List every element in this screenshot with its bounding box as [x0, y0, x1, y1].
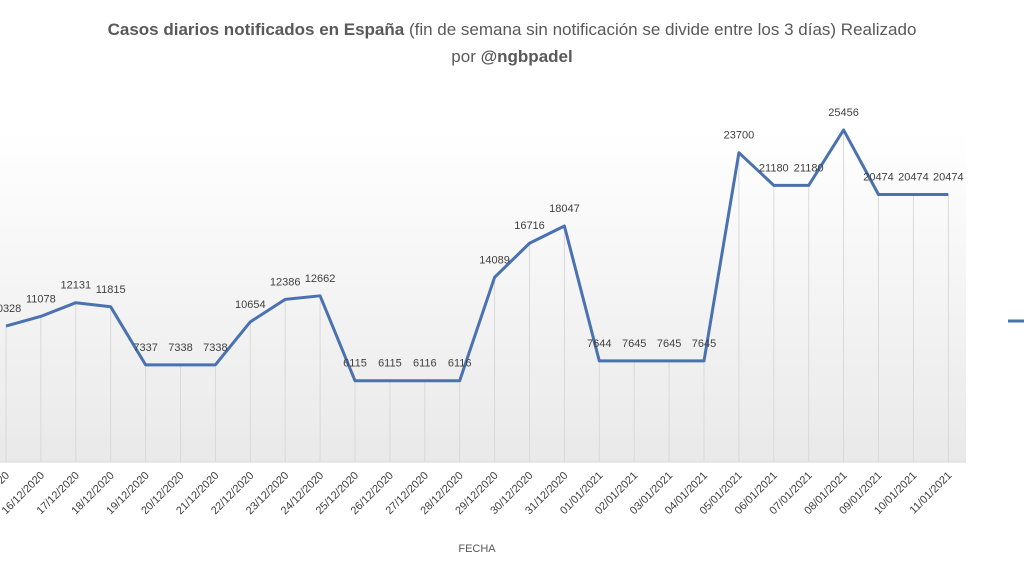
data-label: 6116: [448, 358, 472, 370]
data-label: 12662: [305, 273, 336, 285]
series-line: [5, 128, 949, 383]
data-label: 7645: [692, 338, 716, 350]
title-part: Casos diarios notificados en España: [108, 20, 405, 39]
data-label: 12386: [270, 276, 301, 288]
data-label: 21180: [759, 162, 789, 174]
data-label: 11815: [96, 284, 126, 296]
data-label: 6115: [343, 358, 367, 370]
data-label: 11078: [26, 293, 56, 305]
data-label: 20474: [898, 172, 929, 184]
x-axis-label: FECHA: [458, 543, 496, 555]
data-label: 10654: [235, 299, 266, 311]
title-part: por: [451, 47, 480, 66]
plot-background: [0, 130, 966, 462]
data-label: 7338: [168, 342, 192, 354]
data-label: 7645: [657, 338, 681, 350]
data-label: 7645: [622, 338, 646, 350]
data-label: 16716: [514, 220, 545, 232]
data-label: 14089: [479, 254, 510, 266]
data-label: 7644: [587, 338, 611, 350]
data-label: 10328: [0, 303, 21, 315]
data-label: 20474: [863, 172, 894, 184]
data-label: 6115: [378, 358, 402, 370]
data-label: 23700: [724, 130, 755, 142]
data-label: 12131: [61, 280, 92, 292]
data-label: 21180: [794, 162, 824, 174]
title-part: (fin de semana sin notificación se divid…: [404, 20, 916, 39]
data-label: 25456: [828, 107, 859, 119]
data-label: 18047: [549, 203, 580, 215]
title-part: @ngbpadel: [481, 47, 573, 66]
data-label: 20474: [933, 172, 964, 184]
data-label: 6116: [413, 358, 437, 370]
data-label: 7337: [133, 342, 157, 354]
chart-title-line: por @ngbpadel: [451, 47, 572, 66]
data-label: 7338: [203, 342, 227, 354]
chart-title-line: Casos diarios notificados en España (fin…: [108, 20, 917, 39]
